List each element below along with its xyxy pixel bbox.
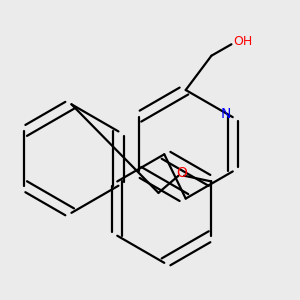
Text: O: O — [176, 166, 187, 180]
Text: OH: OH — [233, 35, 252, 48]
Text: N: N — [220, 107, 231, 121]
